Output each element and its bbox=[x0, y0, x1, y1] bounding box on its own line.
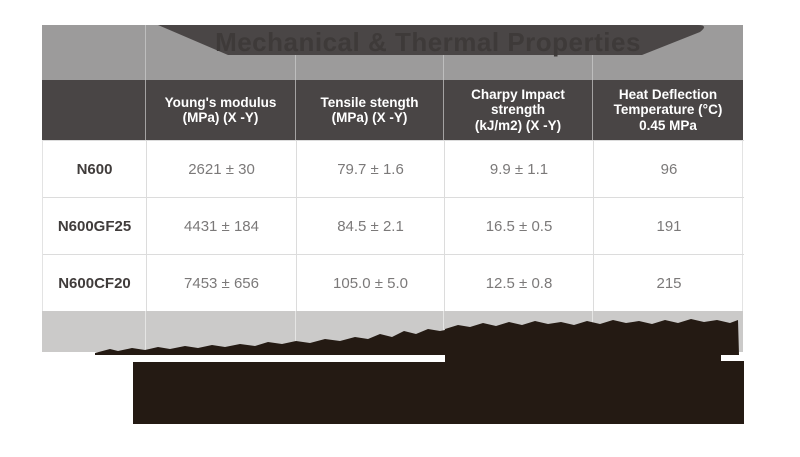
title-band: Mechanical & Thermal Properties bbox=[42, 25, 743, 80]
header-line: 0.45 MPa bbox=[639, 117, 697, 133]
table-cell: 9.9 ± 1.1 bbox=[444, 140, 593, 197]
table-cell: 191 bbox=[593, 197, 744, 254]
table-cell: 12.5 ± 0.8 bbox=[444, 254, 593, 311]
header-cell-charpy-impact: Charpy Impact strength (kJ/m2) (X -Y) bbox=[443, 80, 592, 140]
table-cell: 16.5 ± 0.5 bbox=[444, 197, 593, 254]
header-line: Tensile stength bbox=[320, 94, 419, 110]
footer-cell bbox=[592, 311, 743, 352]
header-line: Temperature (°C) bbox=[613, 102, 723, 118]
table-body: N600 2621 ± 30 79.7 ± 1.6 9.9 ± 1.1 96 N… bbox=[42, 140, 744, 311]
table-cell: 96 bbox=[593, 140, 744, 197]
table-header-row: Young's modulus (MPa) (X -Y) Tensile ste… bbox=[42, 80, 743, 140]
table-row: N600CF20 7453 ± 656 105.0 ± 5.0 12.5 ± 0… bbox=[43, 254, 744, 311]
row-label: N600 bbox=[43, 140, 146, 197]
header-line: (kJ/m2) (X -Y) bbox=[474, 117, 562, 133]
header-cell-heat-deflection: Heat Deflection Temperature (°C) 0.45 MP… bbox=[592, 80, 743, 140]
table-cell: 4431 ± 184 bbox=[146, 197, 296, 254]
footer-cell bbox=[42, 311, 145, 352]
header-line: Young's modulus bbox=[164, 94, 277, 110]
table-cell: 105.0 ± 5.0 bbox=[296, 254, 444, 311]
properties-table-card: Mechanical & Thermal Properties Young's … bbox=[42, 25, 744, 352]
row-label: N600GF25 bbox=[43, 197, 146, 254]
header-cell-youngs-modulus: Young's modulus (MPa) (X -Y) bbox=[145, 80, 295, 140]
column-separator bbox=[145, 25, 146, 80]
footer-cell bbox=[295, 311, 443, 352]
page-title: Mechanical & Thermal Properties bbox=[215, 27, 641, 57]
table-cell: 84.5 ± 2.1 bbox=[296, 197, 444, 254]
table-cell: 7453 ± 656 bbox=[146, 254, 296, 311]
header-line: strength bbox=[491, 102, 545, 118]
header-cell-tensile-strength: Tensile stength (MPa) (X -Y) bbox=[295, 80, 443, 140]
table-cell: 215 bbox=[593, 254, 744, 311]
header-line: Charpy Impact bbox=[471, 86, 565, 102]
header-line: Heat Deflection bbox=[618, 86, 718, 102]
table-footer-band bbox=[42, 311, 743, 352]
header-line: (MPa) (X -Y) bbox=[182, 110, 259, 125]
table-row: N600GF25 4431 ± 184 84.5 ± 2.1 16.5 ± 0.… bbox=[43, 197, 744, 254]
table-cell: 79.7 ± 1.6 bbox=[296, 140, 444, 197]
row-label: N600CF20 bbox=[43, 254, 146, 311]
table-cell: 2621 ± 30 bbox=[146, 140, 296, 197]
table-row: N600 2621 ± 30 79.7 ± 1.6 9.9 ± 1.1 96 bbox=[43, 140, 744, 197]
title-banner-ribbon bbox=[158, 25, 705, 55]
header-cell-material bbox=[42, 80, 145, 140]
footer-cell bbox=[145, 311, 295, 352]
footer-cell bbox=[443, 311, 592, 352]
header-line: (MPa) (X -Y) bbox=[331, 110, 408, 125]
